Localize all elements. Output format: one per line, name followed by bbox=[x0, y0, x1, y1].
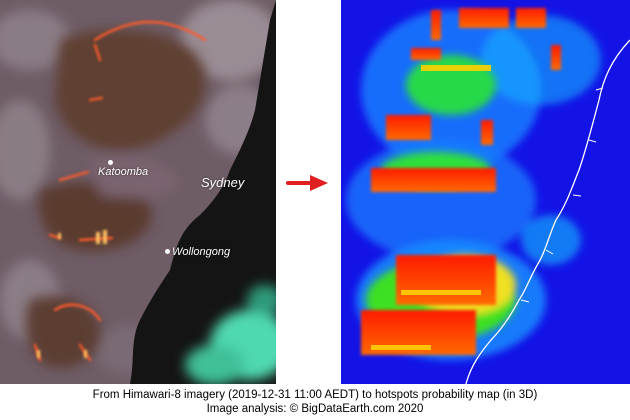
coastline bbox=[465, 39, 630, 384]
smoke-plume bbox=[185, 285, 276, 384]
place-label-wollongong: Wollongong bbox=[172, 246, 231, 258]
column-highlights bbox=[371, 65, 491, 350]
ocean bbox=[130, 0, 276, 384]
arrow-right-icon bbox=[286, 175, 328, 191]
satellite-image-panel bbox=[0, 0, 276, 384]
burn-scars bbox=[25, 29, 206, 369]
caption-line-2: Image analysis: © BigDataEarth.com 2020 bbox=[206, 403, 424, 415]
katoomba-marker bbox=[108, 160, 113, 165]
place-label-sydney: Sydney bbox=[201, 175, 245, 190]
wollongong-marker bbox=[165, 249, 170, 254]
probability-map-3d bbox=[341, 0, 630, 384]
place-label-katoomba: Katoomba bbox=[98, 166, 149, 178]
hotspot-probability-map bbox=[341, 0, 630, 384]
fire-hotspots bbox=[37, 230, 107, 358]
caption-line-1: From Himawari-8 imagery (2019-12-31 11:0… bbox=[92, 389, 538, 401]
coastline-details bbox=[520, 87, 604, 303]
caption: From Himawari-8 imagery (2019-12-31 11:0… bbox=[0, 388, 630, 416]
satellite-image bbox=[0, 0, 276, 384]
